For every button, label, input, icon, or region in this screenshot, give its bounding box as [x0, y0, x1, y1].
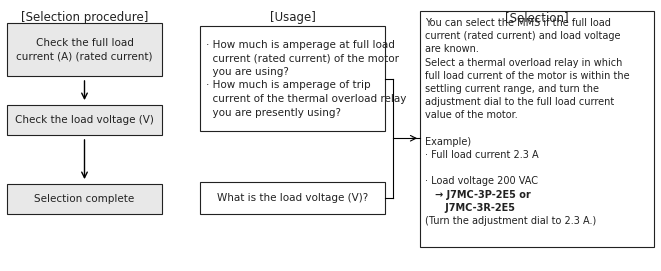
FancyBboxPatch shape [7, 105, 162, 135]
Text: · How much is amperage at full load
  current (rated current) of the motor
  you: · How much is amperage at full load curr… [206, 40, 407, 118]
Text: Check the full load
current (A) (rated current): Check the full load current (A) (rated c… [17, 38, 153, 61]
Text: settling current range, and turn the: settling current range, and turn the [425, 84, 599, 94]
Text: · Full load current 2.3 A: · Full load current 2.3 A [425, 150, 539, 160]
Text: [Selection procedure]: [Selection procedure] [20, 11, 148, 24]
Text: current (rated current) and load voltage: current (rated current) and load voltage [425, 31, 621, 41]
Text: J7MC-3R-2E5: J7MC-3R-2E5 [425, 203, 515, 213]
Text: Example): Example) [425, 137, 471, 147]
Text: [Usage]: [Usage] [270, 11, 315, 24]
Text: are known.: are known. [425, 44, 479, 54]
Text: [Selection]: [Selection] [505, 11, 569, 24]
Text: · Load voltage 200 VAC: · Load voltage 200 VAC [425, 176, 538, 186]
Text: What is the load voltage (V)?: What is the load voltage (V)? [217, 193, 368, 203]
FancyBboxPatch shape [7, 23, 162, 76]
Text: Check the load voltage (V): Check the load voltage (V) [15, 115, 154, 125]
Text: Selection complete: Selection complete [34, 194, 135, 204]
Text: Select a thermal overload relay in which: Select a thermal overload relay in which [425, 58, 623, 67]
Text: → J7MC-3P-2E5 or: → J7MC-3P-2E5 or [425, 190, 531, 200]
FancyBboxPatch shape [420, 11, 654, 247]
Text: value of the motor.: value of the motor. [425, 110, 518, 120]
Text: full load current of the motor is within the: full load current of the motor is within… [425, 71, 630, 81]
Text: You can select the MMS if the full load: You can select the MMS if the full load [425, 18, 611, 28]
FancyBboxPatch shape [200, 26, 385, 131]
FancyBboxPatch shape [200, 182, 385, 214]
Text: (Turn the adjustment dial to 2.3 A.): (Turn the adjustment dial to 2.3 A.) [425, 216, 596, 226]
FancyBboxPatch shape [7, 184, 162, 214]
Text: adjustment dial to the full load current: adjustment dial to the full load current [425, 97, 614, 107]
